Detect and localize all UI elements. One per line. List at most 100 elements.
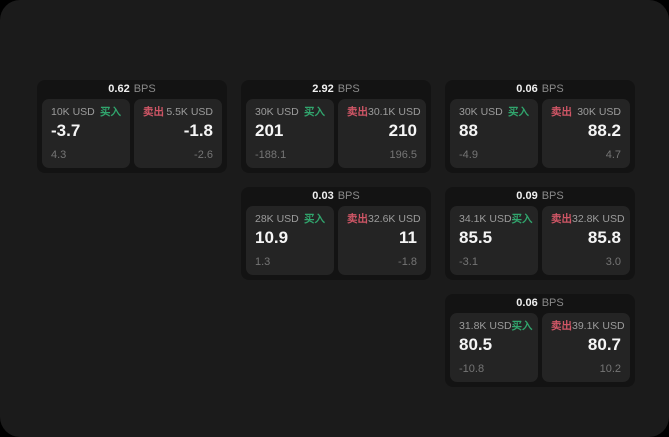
bps-value: 0.06 (516, 83, 538, 95)
bps-value: 2.92 (312, 83, 334, 95)
sell-price: 11 (399, 228, 417, 247)
sell-panel[interactable]: 卖出 32.8K USD 85.8 3.0 (542, 206, 630, 275)
buy-price: -3.7 (51, 121, 81, 140)
buy-label: 买入 (304, 213, 325, 225)
sell-price: -1.8 (183, 121, 213, 140)
sell-label: 卖出 (347, 213, 368, 225)
sell-delta: 196.5 (389, 149, 417, 161)
buy-panel[interactable]: 10K USD 买入 -3.7 4.3 (42, 99, 130, 168)
panels-row: 10K USD 买入 -3.7 4.3 卖出 5.5K USD -1.8 -2.… (42, 99, 222, 168)
buy-price: 88 (459, 121, 478, 140)
quote-card: 0.03 BPS 28K USD 买入 10.9 1.3 卖出 (241, 187, 431, 280)
buy-top-row: 34.1K USD 买入 (459, 213, 533, 226)
sell-amount: 32.8K USD (572, 213, 625, 225)
sell-price: 80.7 (587, 335, 621, 354)
sell-label: 卖出 (347, 106, 368, 118)
buy-panel[interactable]: 31.8K USD 买入 80.5 -10.8 (450, 313, 538, 382)
sell-amount: 5.5K USD (166, 106, 213, 118)
buy-price: 10.9 (255, 228, 289, 247)
sell-label: 卖出 (551, 213, 572, 225)
panels-row: 28K USD 买入 10.9 1.3 卖出 32.6K USD 11 -1.8 (246, 206, 426, 275)
buy-delta: 1.3 (255, 256, 271, 268)
buy-label: 买入 (511, 320, 533, 332)
bps-header: 0.09 BPS (450, 187, 630, 206)
sell-panel[interactable]: 卖出 39.1K USD 80.7 10.2 (542, 313, 630, 382)
bps-header: 2.92 BPS (246, 80, 426, 99)
sell-panel[interactable]: 卖出 32.6K USD 11 -1.8 (338, 206, 426, 275)
quote-card-grid: 0.62 BPS 10K USD 买入 -3.7 4.3 卖出 (37, 80, 635, 387)
bps-unit-label: BPS (541, 83, 564, 95)
sell-delta: 4.7 (605, 149, 621, 161)
sell-top-row: 卖出 32.6K USD (347, 213, 421, 226)
buy-amount: 34.1K USD (459, 213, 512, 225)
bps-header: 0.62 BPS (42, 80, 222, 99)
column-2: 2.92 BPS 30K USD 买入 201 -188.1 卖出 (241, 80, 431, 280)
buy-delta: -188.1 (255, 149, 287, 161)
buy-top-row: 31.8K USD 买入 (459, 320, 533, 333)
sell-top-row: 卖出 39.1K USD (551, 320, 625, 333)
buy-panel[interactable]: 34.1K USD 买入 85.5 -3.1 (450, 206, 538, 275)
sell-delta: 3.0 (605, 256, 621, 268)
sell-panel[interactable]: 卖出 5.5K USD -1.8 -2.6 (134, 99, 222, 168)
bps-unit-label: BPS (337, 83, 360, 95)
bps-value: 0.09 (516, 190, 538, 202)
quote-card: 0.09 BPS 34.1K USD 买入 85.5 -3.1 卖出 (445, 187, 635, 280)
sell-panel[interactable]: 卖出 30.1K USD 210 196.5 (338, 99, 426, 168)
sell-amount: 30.1K USD (368, 106, 421, 118)
sell-delta: -2.6 (194, 149, 213, 161)
bps-header: 0.06 BPS (450, 294, 630, 313)
sell-label: 卖出 (143, 106, 164, 118)
buy-label: 买入 (304, 106, 325, 118)
sell-top-row: 卖出 5.5K USD (143, 106, 213, 119)
sell-price: 88.2 (587, 121, 621, 140)
buy-amount: 31.8K USD (459, 320, 512, 332)
sell-label: 卖出 (551, 106, 572, 118)
buy-price: 80.5 (459, 335, 493, 354)
buy-label: 买入 (508, 106, 529, 118)
bps-value: 0.62 (108, 83, 130, 95)
buy-panel[interactable]: 30K USD 买入 88 -4.9 (450, 99, 538, 168)
buy-top-row: 30K USD 买入 (255, 106, 325, 119)
bps-unit-label: BPS (541, 190, 564, 202)
column-3: 0.06 BPS 30K USD 买入 88 -4.9 卖出 (445, 80, 635, 387)
bps-unit-label: BPS (337, 190, 360, 202)
buy-amount: 30K USD (459, 106, 503, 118)
bps-value: 0.03 (312, 190, 334, 202)
buy-amount: 30K USD (255, 106, 299, 118)
quote-card: 0.06 BPS 30K USD 买入 88 -4.9 卖出 (445, 80, 635, 173)
buy-delta: -3.1 (459, 256, 478, 268)
bps-unit-label: BPS (133, 83, 156, 95)
sell-amount: 30K USD (577, 106, 621, 118)
panels-row: 34.1K USD 买入 85.5 -3.1 卖出 32.8K USD 85.8… (450, 206, 630, 275)
buy-label: 买入 (511, 213, 533, 225)
buy-label: 买入 (100, 106, 121, 118)
sell-label: 卖出 (551, 320, 572, 332)
sell-amount: 39.1K USD (572, 320, 625, 332)
quote-card: 0.06 BPS 31.8K USD 买入 80.5 -10.8 卖 (445, 294, 635, 387)
sell-panel[interactable]: 卖出 30K USD 88.2 4.7 (542, 99, 630, 168)
buy-delta: -4.9 (459, 149, 478, 161)
buy-top-row: 30K USD 买入 (459, 106, 529, 119)
bps-unit-label: BPS (541, 297, 564, 309)
buy-panel[interactable]: 30K USD 买入 201 -188.1 (246, 99, 334, 168)
quote-card: 0.62 BPS 10K USD 买入 -3.7 4.3 卖出 (37, 80, 227, 173)
buy-price: 85.5 (459, 228, 493, 247)
buy-amount: 10K USD (51, 106, 95, 118)
sell-top-row: 卖出 30K USD (551, 106, 621, 119)
buy-price: 201 (255, 121, 284, 140)
bps-header: 0.06 BPS (450, 80, 630, 99)
sell-top-row: 卖出 32.8K USD (551, 213, 625, 226)
buy-panel[interactable]: 28K USD 买入 10.9 1.3 (246, 206, 334, 275)
bps-header: 0.03 BPS (246, 187, 426, 206)
buy-delta: 4.3 (51, 149, 67, 161)
buy-amount: 28K USD (255, 213, 299, 225)
sell-delta: 10.2 (599, 363, 621, 375)
sell-delta: -1.8 (398, 256, 417, 268)
panels-row: 30K USD 买入 201 -188.1 卖出 30.1K USD 210 1… (246, 99, 426, 168)
panels-row: 30K USD 买入 88 -4.9 卖出 30K USD 88.2 4.7 (450, 99, 630, 168)
buy-top-row: 28K USD 买入 (255, 213, 325, 226)
sell-price: 210 (388, 121, 417, 140)
sell-amount: 32.6K USD (368, 213, 421, 225)
buy-delta: -10.8 (459, 363, 485, 375)
